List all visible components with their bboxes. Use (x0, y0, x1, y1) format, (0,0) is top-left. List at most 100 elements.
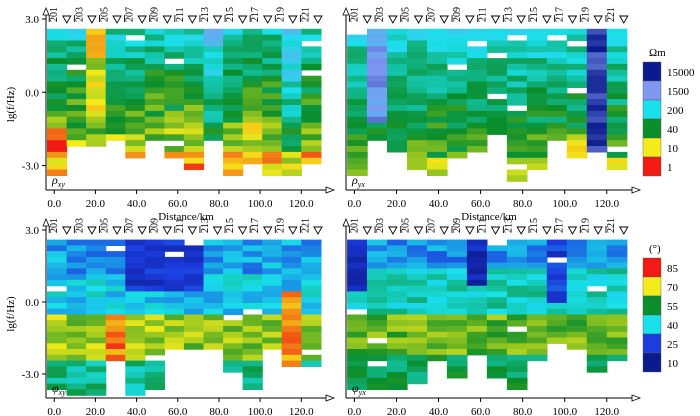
heatmap-cell (144, 343, 165, 350)
heatmap-cell (367, 262, 388, 269)
heatmap-cell (606, 28, 628, 36)
heatmap-cell (446, 69, 468, 77)
heatmap-cell (125, 52, 146, 59)
heatmap-cell (281, 93, 302, 100)
heatmap-cell (144, 297, 165, 304)
heatmap-cell (387, 366, 408, 373)
station-marker (465, 15, 475, 24)
heatmap-cell (347, 75, 368, 83)
heatmap-cell (242, 46, 263, 53)
station-marker (516, 226, 526, 235)
heatmap-cell (164, 256, 185, 264)
heatmap-cell (164, 239, 185, 246)
heatmap-cell (387, 268, 408, 275)
heatmap-cell (407, 354, 428, 362)
heatmap-cell (125, 110, 146, 118)
y-axis-label: lg(f/Hz) (5, 86, 17, 122)
heatmap-cell (446, 46, 468, 53)
y-axis-arrow (342, 217, 350, 227)
heatmap-cell (546, 303, 568, 310)
colorbar-label: 10 (667, 143, 679, 155)
heatmap-cell (47, 52, 68, 59)
heatmap-cell (262, 303, 283, 310)
heatmap-cell (407, 69, 428, 77)
heatmap-cell (526, 274, 548, 281)
heatmap-cell (242, 134, 263, 141)
heatmap-cell (526, 268, 548, 275)
heatmap-cell (387, 105, 408, 112)
x-tick-label: 80.0 (209, 406, 229, 416)
heatmap-cell (203, 239, 224, 246)
heatmap-cell (281, 297, 302, 304)
heatmap-cell (47, 40, 68, 47)
heatmap-cell (387, 40, 408, 47)
heatmap-cell (546, 122, 568, 130)
station-marker (542, 226, 552, 235)
heatmap-cell (281, 262, 302, 269)
heatmap-cell (144, 256, 165, 264)
heatmap-cell (47, 93, 68, 100)
heatmap-cell (125, 337, 146, 344)
heatmap-cell (586, 81, 608, 88)
heatmap-cell (301, 134, 322, 141)
heatmap-cell (105, 58, 126, 65)
heatmap-cell (367, 93, 388, 100)
heatmap-cell (526, 116, 548, 124)
heatmap-cell (262, 262, 283, 269)
heatmap-cell (407, 151, 428, 159)
heatmap-cell (86, 308, 107, 316)
heatmap-cell (281, 314, 302, 321)
heatmap-cell (183, 285, 205, 293)
x-tick-label: 100.0 (248, 198, 273, 210)
heatmap-cell (144, 303, 165, 310)
heatmap-cell (466, 99, 488, 106)
heatmap-cell (606, 343, 628, 350)
heatmap-cell (606, 122, 628, 130)
heatmap-cell (566, 122, 588, 130)
heatmap-cell (387, 110, 408, 118)
heatmap-cell (144, 116, 165, 124)
heatmap-cell (125, 377, 146, 385)
station-marker (542, 15, 552, 24)
heatmap-cell (367, 279, 388, 287)
heatmap-cell (506, 285, 528, 293)
heatmap-cell (367, 343, 388, 350)
heatmap-cell (203, 105, 224, 112)
panel-label-symbol: φ (52, 381, 59, 395)
heatmap-cell (105, 34, 126, 42)
heatmap-cell (47, 34, 68, 42)
heatmap-cell (301, 46, 322, 53)
heatmap-cell (301, 297, 322, 304)
heatmap-cell (281, 274, 302, 281)
heatmap-cell (387, 146, 408, 153)
heatmap-cell (387, 52, 408, 59)
heatmap-cell (446, 122, 468, 130)
heatmap-cell (486, 326, 508, 333)
heatmap-cell (387, 337, 408, 344)
station-marker (62, 15, 72, 24)
heatmap-cell (47, 274, 68, 281)
heatmap-cell (164, 314, 185, 321)
heatmap-cell (347, 146, 368, 153)
heatmap-cell (242, 331, 263, 339)
x-tick-label: 120.0 (289, 406, 314, 416)
heatmap-cell (164, 105, 185, 112)
heatmap-cell (203, 75, 224, 83)
heatmap-cell (506, 377, 528, 385)
heatmap-cell (347, 128, 368, 135)
heatmap-cell (223, 122, 244, 130)
heatmap-cell (144, 366, 165, 373)
heatmap-cell (164, 99, 185, 106)
heatmap-cell (262, 251, 283, 258)
heatmap-cell (546, 134, 568, 141)
heatmap-cell (223, 320, 244, 327)
heatmap-cell (125, 256, 146, 264)
heatmap-cell (387, 239, 408, 246)
heatmap-cell (242, 105, 263, 112)
heatmap-cell (486, 349, 508, 356)
heatmap-cell (183, 81, 205, 88)
heatmap-cell (262, 169, 283, 176)
heatmap-cell (506, 366, 528, 373)
heatmap-cell (223, 297, 244, 304)
heatmap-cell (446, 81, 468, 88)
